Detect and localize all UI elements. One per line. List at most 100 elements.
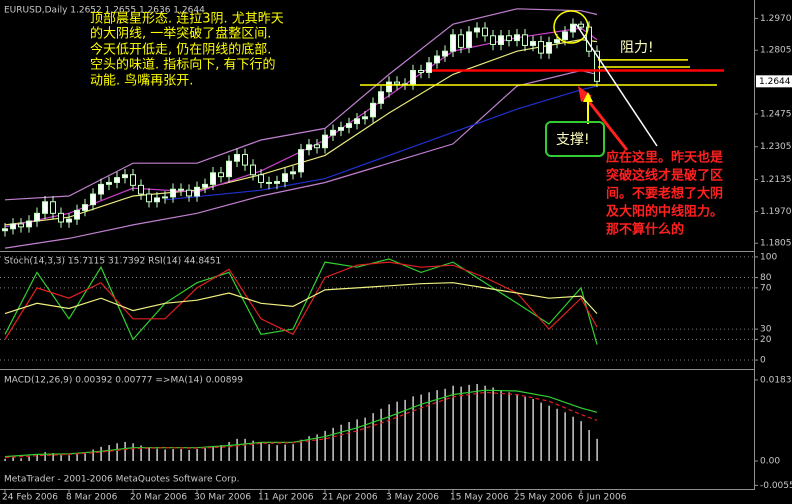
y-tick-label: 0.00: [760, 456, 780, 466]
candle-body: [258, 174, 264, 183]
candle-body: [90, 193, 96, 206]
candle-body: [234, 153, 240, 162]
histogram-bar: [388, 404, 390, 461]
y-tick-label: 0: [760, 356, 766, 366]
histogram-bar: [356, 419, 358, 461]
candle-body: [226, 160, 232, 178]
frame: [0, 0, 755, 490]
histogram-bar: [412, 396, 414, 461]
candle-body: [394, 81, 400, 85]
candle-body: [450, 34, 456, 52]
candle-body: [274, 180, 280, 184]
y-tick-label: -0.00551: [760, 481, 792, 491]
candle-body: [66, 218, 72, 223]
candle-body: [306, 144, 312, 151]
candle-body: [42, 201, 48, 214]
note-text: 及大阳的中线阻力。: [606, 204, 723, 220]
histogram-bar: [268, 444, 270, 461]
histogram-bar: [100, 446, 102, 461]
candle-body: [514, 34, 520, 42]
histogram-bar: [28, 456, 30, 461]
note-text: 应在这里。昨天也是: [606, 150, 724, 166]
series-line: [4, 69, 598, 249]
candle-body: [58, 212, 64, 223]
candle-body: [522, 34, 528, 46]
histogram-bar: [172, 449, 174, 461]
candle-body: [370, 102, 376, 118]
histogram-bar: [508, 392, 510, 461]
candle-body: [266, 181, 272, 184]
histogram-bar: [500, 390, 502, 461]
x-tick-label: 6 Jun 2006: [578, 493, 627, 503]
histogram-bar: [68, 455, 70, 461]
candle-body: [314, 144, 320, 149]
analysis-text: 的大阴线, 一举突破了盘整区间.: [90, 26, 271, 42]
candle-body: [410, 70, 416, 85]
candle-body: [290, 171, 296, 175]
candle-body: [546, 42, 552, 54]
candle-body: [506, 35, 512, 42]
histogram-bar: [596, 438, 598, 461]
candle-body: [362, 116, 368, 120]
candle-body: [106, 181, 112, 185]
histogram-bar: [308, 436, 310, 461]
candle-body: [178, 188, 184, 191]
histogram-bar: [116, 443, 118, 461]
y-tick-label: 0.01831: [760, 375, 792, 385]
note-text: 突破这线才是破了区: [606, 168, 723, 184]
candle-body: [554, 39, 560, 44]
candle-body: [282, 173, 288, 182]
histogram-bar: [260, 442, 262, 461]
histogram-bar: [580, 421, 582, 461]
x-tick-label: 24 Feb 2006: [2, 493, 58, 503]
analysis-text: 顶部晨星形态. 连拉3阴. 尤其昨天: [90, 11, 284, 27]
x-tick-label: 25 May 2006: [514, 493, 573, 503]
footer: MetaTrader - 2001-2006 MetaQuotes Softwa…: [4, 475, 239, 485]
candle-body: [426, 62, 432, 73]
candle-body: [170, 188, 176, 198]
histogram-bar: [556, 408, 558, 461]
candle-body: [194, 186, 200, 197]
histogram-bar: [548, 405, 550, 461]
x-tick-label: 3 May 2006: [386, 493, 439, 503]
candle-body: [250, 164, 256, 176]
y-tick-label: 1.1805: [760, 239, 792, 249]
candle-body: [218, 172, 224, 178]
y-tick-label: 1.2135: [760, 175, 792, 185]
candle-body: [82, 204, 88, 211]
note-text: 间。不要老想了大阴: [606, 186, 723, 202]
series-line: [4, 391, 598, 459]
candle-body: [570, 23, 576, 33]
histogram-bar: [12, 457, 14, 461]
candle-body: [50, 201, 56, 214]
histogram-bar: [588, 430, 590, 461]
histogram-bar: [460, 386, 462, 461]
candle-body: [114, 177, 120, 183]
histogram-bar: [532, 399, 534, 461]
candle-body: [2, 228, 8, 232]
histogram-bar: [292, 444, 294, 461]
histogram-bar: [140, 445, 142, 461]
y-tick-label: 1.1970: [760, 207, 792, 217]
support-arrowhead: [583, 92, 593, 102]
y-tick-label: 80: [760, 273, 772, 283]
annotation-layer: 顶部晨星形态. 连拉3阴. 尤其昨天 的大阴线, 一举突破了盘整区间. 今天低开…: [4, 10, 724, 485]
histogram-bar: [540, 402, 542, 461]
histogram-bar: [36, 454, 38, 461]
candle-body: [346, 123, 352, 128]
histogram-bar: [20, 458, 22, 461]
series-line: [4, 282, 598, 315]
panel-title: Stoch(14,3,3) 15.7115 31.7392 RSI(14) 44…: [4, 257, 221, 267]
histogram-bar: [252, 440, 254, 461]
histogram-bar: [492, 387, 494, 461]
y-tick-label: 30: [760, 325, 772, 335]
candle-body: [162, 196, 168, 199]
histogram-bar: [516, 394, 518, 461]
series-line: [164, 85, 598, 201]
trend-arrow-line: [575, 23, 658, 147]
highlight-circle: [553, 10, 589, 44]
note-text: 那不算什么的: [606, 222, 684, 238]
histogram-bar: [572, 416, 574, 461]
candle-body: [474, 27, 480, 33]
histogram-bar: [180, 449, 182, 461]
